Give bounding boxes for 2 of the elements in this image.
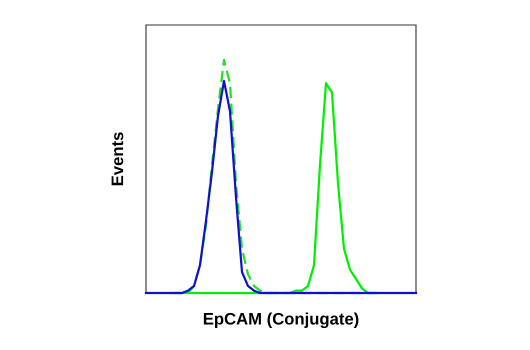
x-axis-title: EpCAM (Conjugate)	[204, 312, 358, 328]
y-axis-title: Events	[112, 132, 124, 186]
